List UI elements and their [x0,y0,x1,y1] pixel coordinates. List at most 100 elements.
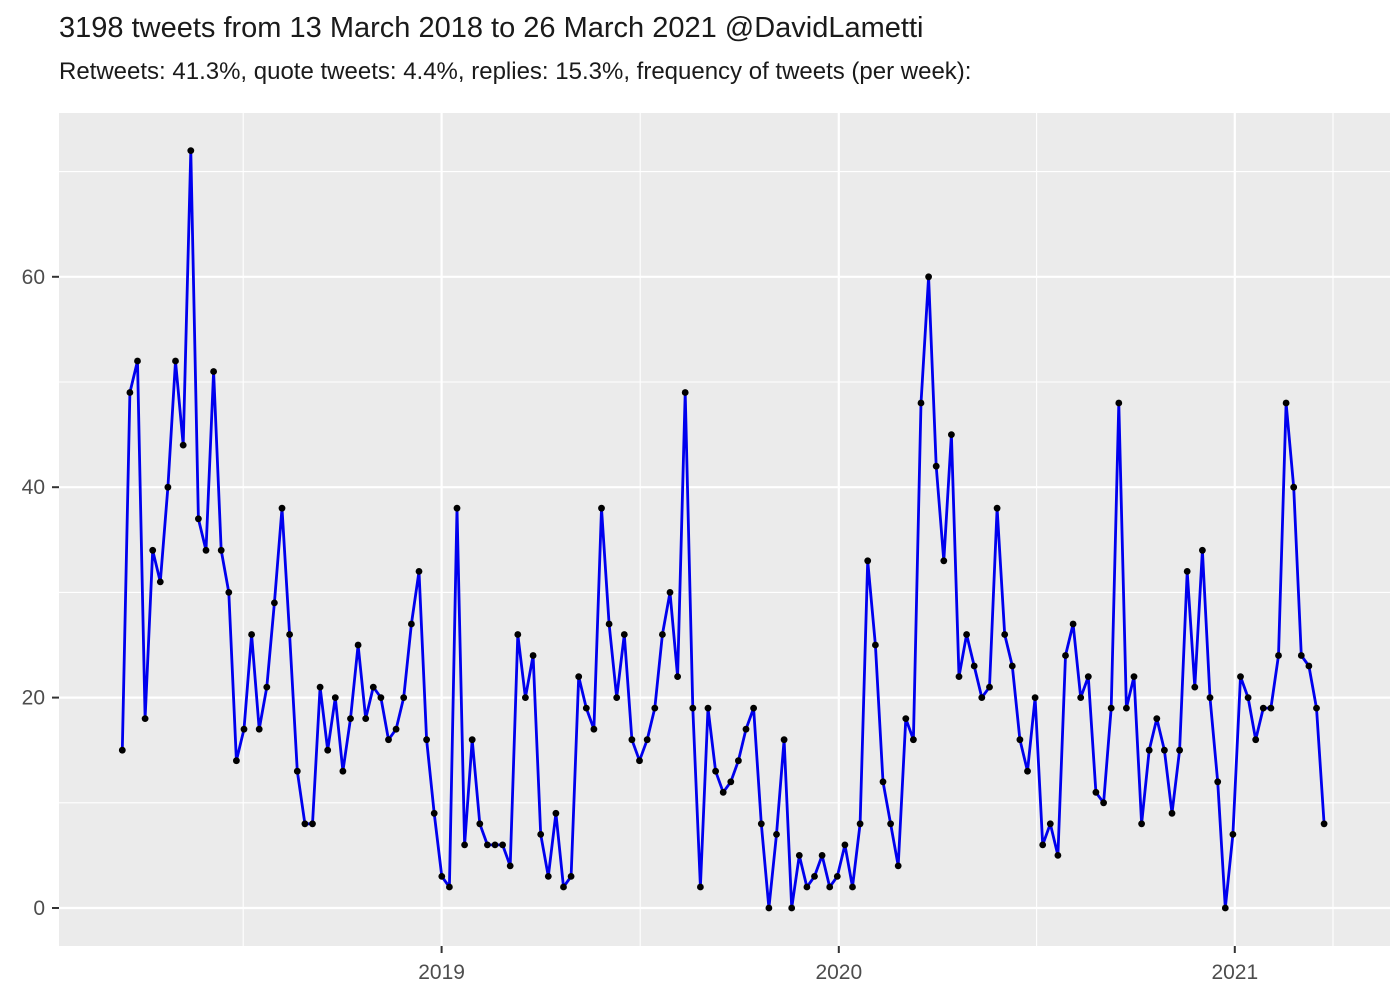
data-point [514,631,522,638]
data-point [978,694,986,701]
data-point [689,704,697,712]
data-point [620,631,628,638]
data-point [1252,736,1260,744]
data-point [864,557,872,565]
data-point [1297,652,1305,659]
data-point [468,736,476,744]
data-point [1100,799,1107,807]
data-point [392,725,400,733]
data-point [1237,673,1244,680]
data-point [126,389,134,396]
data-point [887,820,894,828]
data-point [1320,820,1328,828]
data-point [742,725,750,733]
data-point [1123,704,1130,712]
data-point [430,809,438,817]
data-point [1214,778,1222,786]
data-point [1069,620,1077,628]
data-point [833,873,841,880]
data-point [529,652,537,659]
data-point [948,431,955,438]
data-point [499,841,506,849]
data-point [666,589,674,596]
x-tick-label: 2020 [815,961,862,984]
data-point [560,883,567,891]
data-point [484,841,491,849]
data-point [1221,904,1229,912]
data-point [271,599,278,607]
data-point [1229,831,1237,838]
data-point [400,694,408,701]
data-point [461,841,468,849]
data-point [263,683,271,691]
data-point [309,820,316,828]
chart-subtitle: Retweets: 41.3%, quote tweets: 4.4%, rep… [59,58,972,85]
data-point [917,399,925,407]
data-point [1115,399,1123,407]
data-point [697,883,704,891]
data-point [872,641,879,649]
data-point [453,504,461,512]
data-point [141,715,149,722]
data-point [324,746,332,754]
data-point [408,620,415,628]
data-point [1107,704,1115,712]
data-point [1016,736,1024,744]
data-point [217,546,225,554]
data-point [818,852,826,859]
data-point [598,504,605,512]
data-point [118,746,126,754]
data-point [1244,694,1252,701]
data-point [1290,483,1298,491]
data-point [1313,704,1320,712]
data-point [240,725,248,733]
data-point [1282,399,1290,407]
data-point [986,683,993,691]
data-point [651,704,659,712]
data-point [826,883,834,891]
data-point [1275,652,1282,659]
data-point [1130,673,1138,680]
data-point [1138,820,1145,828]
data-point [476,820,484,828]
data-point [970,662,978,670]
data-point [773,831,780,838]
data-point [1153,715,1161,722]
data-point [643,736,651,744]
data-point [446,883,453,891]
data-point [727,778,735,786]
data-point [522,694,529,701]
data-point [910,736,917,744]
data-point [210,368,218,375]
data-point [788,904,796,912]
data-point [552,809,560,817]
data-point [963,631,970,638]
data-point [719,788,727,796]
data-point [537,831,545,838]
data-point [369,683,377,691]
data-point [613,694,621,701]
data-point [811,873,818,880]
chart-title: 3198 tweets from 13 March 2018 to 26 Mar… [59,12,924,44]
data-point [1046,820,1054,828]
data-point [1305,662,1313,670]
data-point [1077,694,1085,701]
data-point [1084,673,1092,680]
data-point [1206,694,1214,701]
data-point [293,767,301,775]
data-point [347,715,354,722]
data-point [1183,568,1191,575]
data-point [712,767,719,775]
data-point [795,852,803,859]
data-point [567,873,575,880]
data-point [849,883,856,891]
data-point [149,546,157,554]
data-point [1024,767,1031,775]
data-point [1008,662,1016,670]
data-point [1001,631,1009,638]
data-point [1145,746,1153,754]
data-point [575,673,583,680]
data-point [362,715,370,722]
x-tick-label: 2021 [1211,961,1258,984]
